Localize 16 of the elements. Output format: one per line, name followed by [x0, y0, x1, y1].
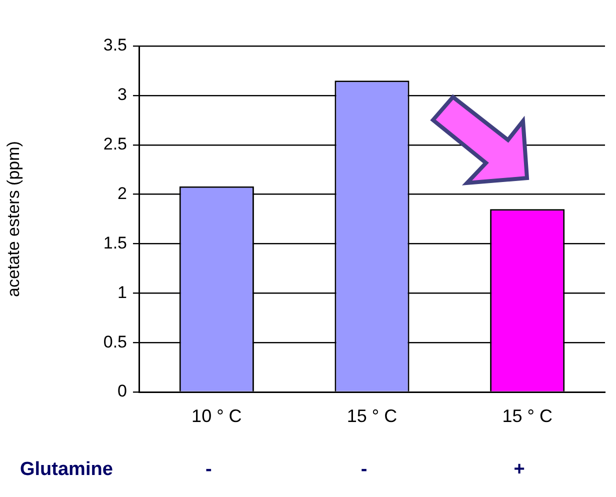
- y-tick-label: 0: [118, 382, 127, 401]
- text: -: [360, 459, 368, 480]
- text: -: [206, 459, 212, 480]
- y-tick-label: 1: [118, 282, 127, 302]
- y-tick-label: 1.5: [103, 233, 127, 252]
- y-tick-label: 3.5: [103, 36, 127, 55]
- x-tick-label: 10 ° C: [192, 406, 242, 426]
- y-tick-label: 2: [118, 184, 127, 203]
- y-tick-label: 0.5: [103, 332, 127, 352]
- y-tick-label: 3: [118, 85, 127, 104]
- y-tick-label: 2.5: [103, 134, 127, 154]
- text: Glutamine: [20, 459, 113, 480]
- x-tick-label: 15 ° C: [502, 406, 552, 426]
- x-tick-label: 15 ° C: [346, 406, 398, 426]
- text: +: [514, 459, 525, 480]
- y-axis-title: acetate esters (ppm): [4, 141, 23, 297]
